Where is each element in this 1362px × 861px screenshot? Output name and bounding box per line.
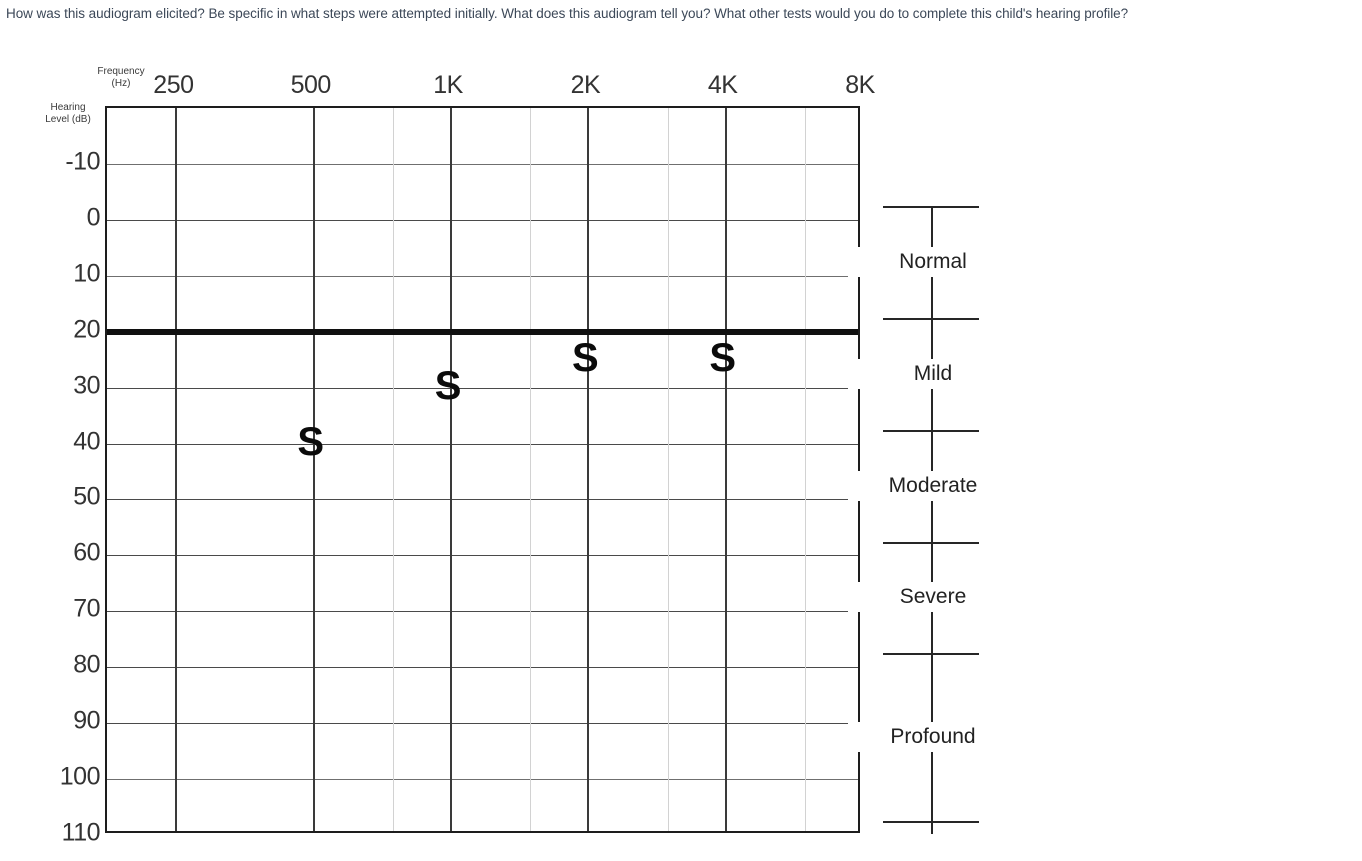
y-tick-label-30db: 30 <box>73 371 100 400</box>
x-tick-label-1k: 1K <box>433 71 463 99</box>
gridline-h-90db <box>107 723 858 725</box>
y-tick-label-20db: 20 <box>73 315 100 344</box>
data-marker-s-500-40db: S <box>297 419 325 464</box>
frequency-axis-title: Frequency (Hz) <box>88 66 154 89</box>
gridline-v-3000hz <box>667 108 669 831</box>
severity-scale-spine <box>931 206 933 834</box>
gridline-h-20db <box>107 328 858 335</box>
gridline-h-30db <box>107 387 858 389</box>
gridline-v-500hz <box>312 108 315 831</box>
audiogram-figure: Frequency (Hz) Hearing Level (dB) 250 500… <box>0 40 1362 861</box>
y-tick-label-80db: 80 <box>73 650 100 679</box>
gridline-h-100db <box>107 779 858 781</box>
audiogram-plot-area <box>105 106 860 833</box>
y-tick-label-10db: 10 <box>73 259 100 288</box>
y-tick-label-neg10db: -10 <box>65 147 100 176</box>
x-tick-label-250: 250 <box>153 71 194 99</box>
y-tick-label-40db: 40 <box>73 427 100 456</box>
severity-label-profound: Profound <box>848 722 1018 753</box>
severity-tick-60db <box>883 541 979 544</box>
y-tick-label-60db: 60 <box>73 538 100 567</box>
gridline-h-70db <box>107 611 858 613</box>
hearing-level-axis-title-line2: Level (dB) <box>45 114 91 125</box>
data-marker-s-2k-25db: S <box>572 335 599 380</box>
severity-tick-20db <box>883 317 979 320</box>
x-tick-label-8k: 8K <box>845 71 875 99</box>
y-tick-label-70db: 70 <box>73 594 100 623</box>
severity-label-normal: Normal <box>848 246 1018 277</box>
question-prompt: How was this audiogram elicited? Be spec… <box>6 6 1129 21</box>
gridline-v-750hz <box>393 108 395 831</box>
gridline-h--10db <box>107 163 858 165</box>
x-tick-label-500: 500 <box>290 71 332 99</box>
frequency-axis-title-line2: (Hz) <box>111 77 131 89</box>
frequency-axis-title-line1: Frequency <box>97 66 145 77</box>
severity-label-severe: Severe <box>848 582 1018 613</box>
y-tick-label-90db: 90 <box>73 706 100 735</box>
gridline-h-0db <box>107 219 858 221</box>
gridline-h-40db <box>107 443 858 445</box>
gridline-h-50db <box>107 499 858 501</box>
hearing-level-axis-tick-labels: -10 0 10 20 30 40 50 60 70 80 90 100 110 <box>22 40 101 861</box>
frequency-axis-tick-labels: 250 500 1K 2K 4K 8K <box>0 60 1000 100</box>
gridline-h-80db <box>107 667 858 669</box>
data-marker-s-1k-30db: S <box>434 363 462 408</box>
y-tick-label-110db: 110 <box>61 818 101 847</box>
severity-tick-0db <box>883 206 979 208</box>
x-tick-label-4k: 4K <box>707 71 738 99</box>
severity-label-mild: Mild <box>848 358 1018 389</box>
gridline-v-250hz <box>175 108 178 831</box>
severity-tick-40db <box>883 429 979 432</box>
severity-scale: Normal Mild Moderate Severe Profound <box>848 106 1068 846</box>
gridline-v-1500hz <box>530 108 532 831</box>
y-tick-label-50db: 50 <box>73 482 100 511</box>
hearing-level-axis-title-line1: Hearing <box>50 102 86 113</box>
gridline-h-60db <box>107 555 858 557</box>
data-marker-s-4k-25db: S <box>709 335 737 380</box>
gridline-v-6000hz <box>805 108 806 831</box>
y-tick-label-0db: 0 <box>86 203 101 232</box>
gridline-h-10db <box>107 275 858 277</box>
severity-tick-110db <box>883 821 979 824</box>
severity-label-moderate: Moderate <box>848 470 1018 501</box>
y-tick-label-100db: 100 <box>59 762 101 791</box>
x-tick-label-2k: 2K <box>570 71 601 99</box>
severity-tick-80db <box>883 653 979 656</box>
hearing-level-axis-title: Hearing Level (dB) <box>36 102 100 126</box>
gridline-v-2000hz <box>587 108 590 831</box>
gridline-v-4000hz <box>724 108 727 831</box>
gridline-v-1000hz <box>450 108 453 831</box>
